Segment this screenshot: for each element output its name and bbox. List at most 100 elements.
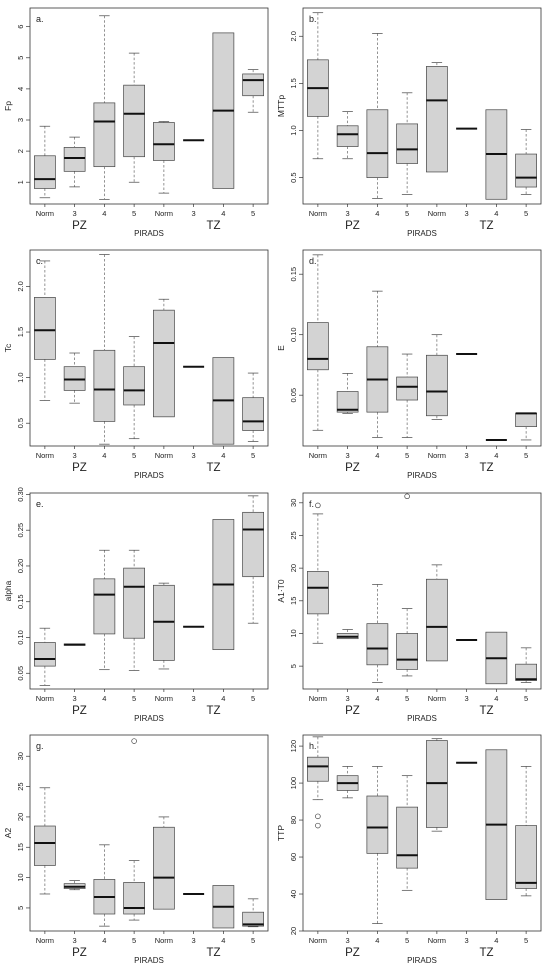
y-tick-label: 1.5 <box>16 327 25 337</box>
box-3 <box>366 33 389 199</box>
x-tick-label: Norm <box>36 936 54 945</box>
y-tick-label: 2.0 <box>16 281 25 291</box>
box-4 <box>123 336 145 440</box>
iqr-box <box>63 147 86 172</box>
y-tick-label: 0.20 <box>16 559 25 574</box>
x-tick-label: 5 <box>251 936 255 945</box>
x-tick-label: Norm <box>36 694 54 703</box>
boxplot-panel-4: d. 0.05 0.10 0.15 E Norm 3 4 5 Norm 3 4 5 PZ TZ PIRADS <box>276 249 542 480</box>
x-tick-label: 5 <box>524 936 528 945</box>
box-4 <box>396 92 418 195</box>
panel-label: e. <box>36 499 44 509</box>
outlier-point <box>315 822 321 829</box>
iqr-box <box>34 825 56 866</box>
box-1 <box>34 627 56 686</box>
box-5 <box>153 298 175 418</box>
box-4 <box>123 549 145 671</box>
box-7 <box>485 109 508 200</box>
box-3 <box>93 844 116 927</box>
group-label: TZ <box>206 947 220 959</box>
box-5 <box>153 121 175 194</box>
iqr-box <box>123 366 145 406</box>
box-3 <box>93 254 116 445</box>
x-tick-label: Norm <box>428 936 446 945</box>
box-1 <box>307 736 329 829</box>
iqr-box <box>366 795 389 854</box>
plot-frame <box>302 249 542 447</box>
x-tick-label: 5 <box>524 209 528 218</box>
plot-frame <box>29 249 269 447</box>
iqr-box <box>426 354 448 417</box>
outlier-point <box>315 502 321 509</box>
x-tick-label: 5 <box>524 694 528 703</box>
x-tick-label: 3 <box>73 209 77 218</box>
box-2 <box>63 136 86 188</box>
y-tick-label: 120 <box>289 740 298 753</box>
y-tick-label: 20 <box>16 813 25 821</box>
x-tick-label: Norm <box>428 694 446 703</box>
box-8 <box>242 495 264 624</box>
group-label: PZ <box>72 705 87 717</box>
y-tick-label: 20 <box>289 927 298 935</box>
boxplot-panel-6: f. 5 10 15 20 25 30 A1·T0 Norm 3 4 5 Norm 3 4 5 PZ TZ PIRA… <box>276 492 542 723</box>
box-2 <box>336 766 359 799</box>
y-tick-label: 0.5 <box>289 172 298 182</box>
x-tick-label: Norm <box>155 694 173 703</box>
x-tick-label: Norm <box>428 451 446 460</box>
x-tick-label: 3 <box>192 451 196 460</box>
x-tick-label: 5 <box>251 451 255 460</box>
iqr-box <box>34 155 56 189</box>
iqr-box <box>153 122 175 161</box>
panel-label: h. <box>309 741 317 751</box>
box-1 <box>34 787 56 895</box>
iqr-box <box>396 376 418 401</box>
iqr-box <box>307 756 329 782</box>
x-tick-label: 3 <box>73 694 77 703</box>
panel-label: c. <box>36 256 43 266</box>
x-tick-label: Norm <box>309 451 327 460</box>
panel-label: b. <box>309 14 317 24</box>
iqr-box <box>153 826 175 910</box>
x-tick-label: 4 <box>221 694 225 703</box>
box-1 <box>307 254 329 431</box>
iqr-box <box>515 153 537 188</box>
outlier-point <box>315 813 321 820</box>
box-4 <box>123 52 145 183</box>
iqr-box <box>396 633 418 670</box>
y-tick-label: 30 <box>289 499 298 507</box>
y-tick-label: 0.05 <box>16 666 25 681</box>
y-tick-label: 5 <box>289 664 298 668</box>
box-8 <box>515 647 537 683</box>
x-axis-label: PIRADS <box>407 229 437 238</box>
x-axis-label: PIRADS <box>407 714 437 723</box>
x-tick-label: 5 <box>132 451 136 460</box>
box-5 <box>153 816 175 910</box>
y-axis-label: A1·T0 <box>276 579 286 602</box>
iqr-box <box>336 391 359 413</box>
x-tick-label: 5 <box>405 936 409 945</box>
x-tick-label: 3 <box>346 451 350 460</box>
box-1 <box>307 502 329 644</box>
box-3 <box>93 549 116 671</box>
box-3 <box>366 766 389 924</box>
y-axis-label: Fp <box>3 101 13 111</box>
x-tick-label: 3 <box>346 936 350 945</box>
x-tick-label: 4 <box>375 694 379 703</box>
group-label: PZ <box>72 220 87 232</box>
box-8 <box>515 766 537 897</box>
x-tick-label: 3 <box>465 694 469 703</box>
plot-frame <box>29 492 269 690</box>
y-tick-label: 1.0 <box>16 372 25 382</box>
x-tick-label: 5 <box>405 209 409 218</box>
iqr-box <box>93 578 116 635</box>
x-tick-label: 5 <box>132 936 136 945</box>
iqr-box <box>153 309 175 418</box>
panel-label: g. <box>36 741 44 751</box>
box-8 <box>515 129 537 195</box>
iqr-box <box>396 806 418 869</box>
x-tick-label: 5 <box>405 451 409 460</box>
outlier-point <box>404 493 410 500</box>
x-tick-label: 4 <box>102 694 106 703</box>
iqr-box <box>426 66 448 173</box>
